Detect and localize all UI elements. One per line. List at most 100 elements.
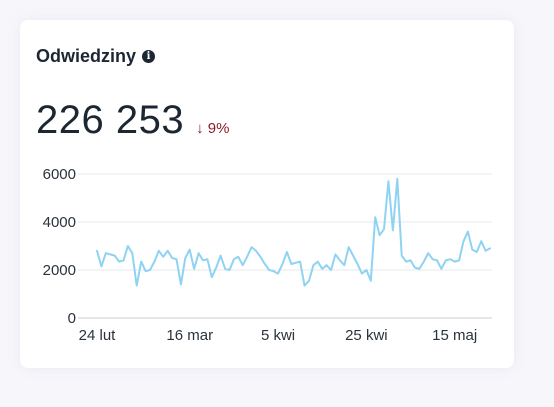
data-point[interactable] bbox=[95, 249, 99, 253]
x-tick-label: 16 mar bbox=[166, 327, 213, 344]
data-point[interactable] bbox=[205, 257, 209, 261]
data-point[interactable] bbox=[245, 255, 249, 259]
data-point[interactable] bbox=[342, 263, 346, 267]
data-point[interactable] bbox=[258, 255, 262, 259]
y-tick-label: 0 bbox=[68, 310, 76, 327]
data-point[interactable] bbox=[170, 256, 174, 260]
data-point[interactable] bbox=[378, 233, 382, 237]
y-tick-label: 4000 bbox=[43, 214, 76, 231]
data-point[interactable] bbox=[223, 267, 227, 271]
series-line bbox=[96, 177, 491, 287]
data-point[interactable] bbox=[174, 257, 178, 261]
data-point[interactable] bbox=[144, 269, 148, 273]
data-point[interactable] bbox=[152, 260, 156, 264]
data-point[interactable] bbox=[475, 250, 479, 254]
data-point[interactable] bbox=[139, 260, 143, 264]
data-point[interactable] bbox=[192, 267, 196, 271]
data-point[interactable] bbox=[316, 260, 320, 264]
data-point[interactable] bbox=[426, 251, 430, 255]
data-point[interactable] bbox=[294, 261, 298, 265]
x-tick-label: 25 kwi bbox=[345, 327, 388, 344]
info-icon[interactable]: i bbox=[142, 50, 156, 63]
data-point[interactable] bbox=[130, 251, 134, 255]
x-tick-label: 5 kwi bbox=[261, 327, 295, 344]
data-point[interactable] bbox=[276, 272, 280, 276]
data-point[interactable] bbox=[104, 251, 108, 255]
data-point[interactable] bbox=[351, 254, 355, 258]
data-point[interactable] bbox=[462, 239, 466, 243]
data-point[interactable] bbox=[373, 215, 377, 219]
data-point[interactable] bbox=[347, 245, 351, 249]
card-header: Odwiedziny i bbox=[36, 46, 156, 67]
data-point[interactable] bbox=[179, 282, 183, 286]
data-point[interactable] bbox=[457, 258, 461, 262]
data-point[interactable] bbox=[197, 251, 201, 255]
data-point[interactable] bbox=[386, 179, 390, 183]
data-point[interactable] bbox=[280, 262, 284, 266]
data-point[interactable] bbox=[157, 249, 161, 253]
data-point[interactable] bbox=[263, 262, 267, 266]
data-point[interactable] bbox=[227, 268, 231, 272]
data-point[interactable] bbox=[395, 177, 399, 181]
data-point[interactable] bbox=[183, 256, 187, 260]
data-point[interactable] bbox=[364, 268, 368, 272]
data-point[interactable] bbox=[254, 249, 258, 253]
data-point[interactable] bbox=[338, 258, 342, 262]
data-point[interactable] bbox=[99, 264, 103, 268]
data-point[interactable] bbox=[126, 244, 130, 248]
data-point[interactable] bbox=[241, 263, 245, 267]
data-point[interactable] bbox=[210, 275, 214, 279]
data-point[interactable] bbox=[148, 268, 152, 272]
data-point[interactable] bbox=[201, 258, 205, 262]
data-point[interactable] bbox=[113, 254, 117, 258]
data-point[interactable] bbox=[117, 260, 121, 264]
data-point[interactable] bbox=[272, 269, 276, 273]
data-point[interactable] bbox=[444, 258, 448, 262]
data-point[interactable] bbox=[250, 245, 254, 249]
data-point[interactable] bbox=[369, 279, 373, 283]
data-point[interactable] bbox=[232, 257, 236, 261]
data-point[interactable] bbox=[431, 257, 435, 261]
data-point[interactable] bbox=[289, 262, 293, 266]
data-point[interactable] bbox=[484, 249, 488, 253]
metric-summary: 226 253 ↓ 9% bbox=[36, 98, 229, 143]
data-point[interactable] bbox=[417, 267, 421, 271]
data-point[interactable] bbox=[448, 257, 452, 261]
data-point[interactable] bbox=[188, 248, 192, 252]
data-point[interactable] bbox=[479, 239, 483, 243]
data-point[interactable] bbox=[382, 227, 386, 231]
data-point[interactable] bbox=[161, 255, 165, 259]
data-point[interactable] bbox=[303, 284, 307, 288]
data-point[interactable] bbox=[285, 250, 289, 254]
data-point[interactable] bbox=[108, 252, 112, 256]
data-point[interactable] bbox=[219, 254, 223, 258]
data-point[interactable] bbox=[453, 260, 457, 264]
visits-card: Odwiedziny i 226 253 ↓ 9% bbox=[20, 20, 514, 368]
data-point[interactable] bbox=[404, 260, 408, 264]
data-point[interactable] bbox=[298, 260, 302, 264]
data-point[interactable] bbox=[311, 263, 315, 267]
data-point[interactable] bbox=[329, 268, 333, 272]
data-point[interactable] bbox=[439, 267, 443, 271]
data-point[interactable] bbox=[135, 284, 139, 288]
data-point[interactable] bbox=[400, 254, 404, 258]
data-point[interactable] bbox=[391, 228, 395, 232]
data-point[interactable] bbox=[166, 249, 170, 253]
data-point[interactable] bbox=[320, 267, 324, 271]
data-point[interactable] bbox=[214, 266, 218, 270]
data-point[interactable] bbox=[422, 260, 426, 264]
data-point[interactable] bbox=[307, 279, 311, 283]
data-point[interactable] bbox=[409, 258, 413, 262]
data-point[interactable] bbox=[121, 258, 125, 262]
data-point[interactable] bbox=[236, 255, 240, 259]
data-point[interactable] bbox=[325, 263, 329, 267]
data-point[interactable] bbox=[356, 262, 360, 266]
data-point[interactable] bbox=[413, 266, 417, 270]
data-point[interactable] bbox=[466, 230, 470, 234]
data-point[interactable] bbox=[360, 272, 364, 276]
data-point[interactable] bbox=[435, 258, 439, 262]
data-point[interactable] bbox=[267, 268, 271, 272]
data-point[interactable] bbox=[488, 246, 492, 250]
data-point[interactable] bbox=[333, 252, 337, 256]
data-point[interactable] bbox=[470, 248, 474, 252]
